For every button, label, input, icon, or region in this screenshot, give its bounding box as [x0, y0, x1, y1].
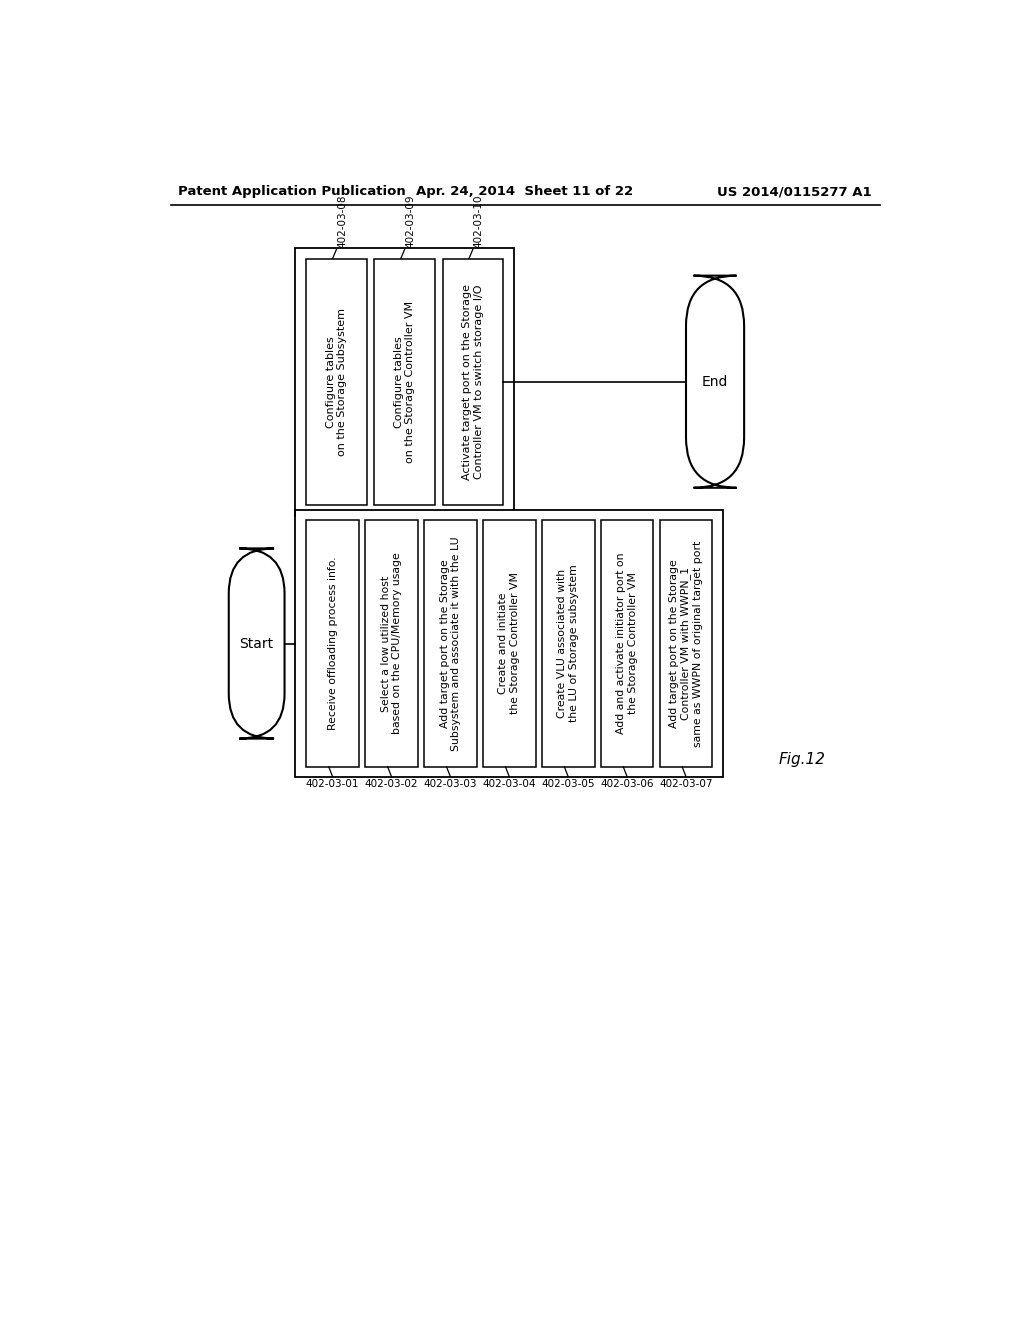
Text: Patent Application Publication: Patent Application Publication — [178, 185, 407, 198]
Text: End: End — [701, 375, 728, 388]
Text: Start: Start — [240, 636, 273, 651]
Text: Apr. 24, 2014  Sheet 11 of 22: Apr. 24, 2014 Sheet 11 of 22 — [416, 185, 634, 198]
Bar — [483, 520, 536, 767]
FancyBboxPatch shape — [686, 276, 744, 488]
Bar — [424, 520, 477, 767]
Text: 402-03-02: 402-03-02 — [365, 779, 418, 789]
Text: Create and initiate
the Storage Controller VM: Create and initiate the Storage Controll… — [499, 573, 520, 714]
Bar — [375, 259, 435, 506]
Text: 402-03-03: 402-03-03 — [424, 779, 477, 789]
Bar — [542, 520, 595, 767]
Text: Create VLU associated with
the LU of Storage subsystem: Create VLU associated with the LU of Sto… — [557, 565, 579, 722]
Text: Add target port on the Storage
Controller VM with WWPN_1
same as WWPN of origina: Add target port on the Storage Controlle… — [669, 540, 703, 747]
Bar — [601, 520, 653, 767]
Text: 402-03-04: 402-03-04 — [482, 779, 536, 789]
Text: Configure tables
on the Storage Controller VM: Configure tables on the Storage Controll… — [394, 301, 416, 463]
Text: 402-03-01: 402-03-01 — [306, 779, 359, 789]
Text: 402-03-05: 402-03-05 — [542, 779, 595, 789]
Bar — [366, 520, 418, 767]
Bar — [306, 520, 359, 767]
Text: Receive offloading process info.: Receive offloading process info. — [328, 557, 338, 730]
Text: US 2014/0115277 A1: US 2014/0115277 A1 — [718, 185, 872, 198]
Text: Add and activate initiator port on
the Storage Controller VM: Add and activate initiator port on the S… — [616, 553, 638, 734]
Text: 402-03-08: 402-03-08 — [337, 194, 347, 248]
Text: 402-03-06: 402-03-06 — [600, 779, 654, 789]
Text: Add target port on the Storage
Subsystem and associate it with the LU: Add target port on the Storage Subsystem… — [439, 536, 461, 751]
Bar — [306, 259, 367, 506]
Text: 402-03-07: 402-03-07 — [659, 779, 713, 789]
Text: Select a low utilized host
based on the CPU/Memory usage: Select a low utilized host based on the … — [381, 553, 402, 734]
Bar — [659, 520, 713, 767]
Text: 402-03-10: 402-03-10 — [474, 194, 483, 248]
Text: 402-03-09: 402-03-09 — [406, 194, 416, 248]
FancyBboxPatch shape — [228, 548, 285, 739]
Bar — [295, 248, 514, 516]
Bar — [442, 259, 503, 506]
Text: Activate target port on the Storage
Controller VM to switch storage I/O: Activate target port on the Storage Cont… — [462, 284, 483, 479]
Text: Configure tables
on the Storage Subsystem: Configure tables on the Storage Subsyste… — [326, 308, 347, 455]
Bar — [295, 510, 723, 777]
Text: Fig.12: Fig.12 — [779, 751, 826, 767]
